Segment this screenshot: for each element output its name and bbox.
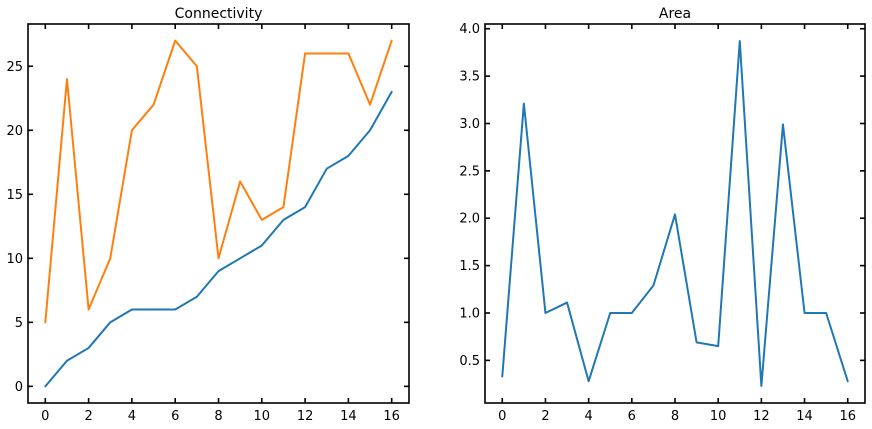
y-tick-label: 5	[15, 316, 23, 331]
chart-title: Connectivity	[175, 6, 263, 22]
y-tick-label: 0	[15, 380, 23, 395]
y-tick-label: 3.0	[459, 117, 480, 132]
x-tick-label: 16	[383, 409, 400, 424]
x-tick-label: 8	[671, 409, 679, 424]
y-tick-label: 3.5	[459, 70, 480, 85]
y-tick-label: 10	[6, 252, 23, 267]
x-tick-label: 12	[297, 409, 314, 424]
y-tick-label: 2.0	[459, 212, 480, 227]
series-line-1	[44, 90, 393, 388]
x-tick-label: 0	[498, 409, 506, 424]
y-tick-label: 2.5	[459, 164, 480, 179]
x-tick-label: 14	[796, 409, 813, 424]
x-tick-label: 14	[340, 409, 357, 424]
series-line-1	[501, 40, 849, 387]
x-tick-label: 6	[171, 409, 179, 424]
y-tick-label: 1.0	[459, 306, 480, 321]
x-tick-label: 4	[584, 409, 592, 424]
y-tick-label: 4.0	[459, 22, 480, 37]
x-tick-label: 8	[214, 409, 222, 424]
x-tick-label: 10	[710, 409, 727, 424]
chart-title: Area	[659, 6, 691, 22]
y-tick-label: 0.5	[459, 354, 480, 369]
x-tick-label: 2	[84, 409, 92, 424]
x-tick-label: 0	[41, 409, 49, 424]
series-line-2	[44, 39, 393, 324]
y-tick-label: 15	[6, 188, 23, 203]
axes-frame	[484, 23, 866, 404]
x-tick-label: 10	[254, 409, 271, 424]
x-tick-label: 6	[628, 409, 636, 424]
x-tick-label: 4	[128, 409, 136, 424]
y-tick-label: 25	[6, 60, 23, 75]
y-tick-label: 1.5	[459, 259, 480, 274]
x-tick-label: 2	[541, 409, 549, 424]
axes-frame	[27, 23, 410, 404]
x-tick-label: 12	[753, 409, 770, 424]
chart-panel-1: Connectivity 0 2 4 6 8 10 12 14 16 0 5 10 15 20 25	[6, 6, 410, 424]
y-tick-label: 20	[6, 124, 23, 139]
chart-panel-2: Area 0 2 4 6 8 10 12 14 16 0.5 1.0 1.5 2.0 2.5 3.0 3.5 4.…	[459, 6, 866, 424]
x-tick-label: 16	[839, 409, 856, 424]
